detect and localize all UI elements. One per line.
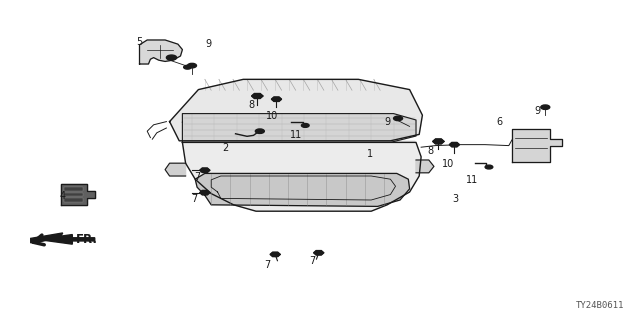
Text: FR.: FR. <box>76 233 97 246</box>
Text: 9: 9 <box>384 117 390 127</box>
Polygon shape <box>512 129 562 162</box>
Polygon shape <box>195 173 410 206</box>
Bar <box>64 198 83 202</box>
Polygon shape <box>37 235 95 244</box>
Circle shape <box>485 165 493 169</box>
Polygon shape <box>200 190 210 195</box>
Text: 11: 11 <box>466 175 479 185</box>
Polygon shape <box>140 40 182 64</box>
Polygon shape <box>170 79 422 141</box>
Bar <box>64 187 83 191</box>
Polygon shape <box>270 252 280 257</box>
Polygon shape <box>200 168 210 172</box>
Polygon shape <box>433 139 444 144</box>
Polygon shape <box>182 142 421 211</box>
Text: 8: 8 <box>248 100 255 110</box>
Text: 7: 7 <box>309 256 316 266</box>
Text: 7: 7 <box>194 172 200 182</box>
Text: 1: 1 <box>367 148 373 159</box>
Polygon shape <box>314 251 324 255</box>
Circle shape <box>166 55 177 60</box>
Text: 9: 9 <box>534 106 541 116</box>
Text: 10: 10 <box>442 159 454 169</box>
Circle shape <box>184 65 191 69</box>
Polygon shape <box>165 163 186 176</box>
Text: 4: 4 <box>60 191 66 201</box>
Text: 6: 6 <box>496 117 502 127</box>
Text: 3: 3 <box>452 194 459 204</box>
Text: 7: 7 <box>191 194 197 204</box>
Polygon shape <box>271 97 282 101</box>
Text: 11: 11 <box>289 130 302 140</box>
Circle shape <box>394 116 403 121</box>
Text: 2: 2 <box>222 143 228 153</box>
Text: 8: 8 <box>427 146 433 156</box>
Polygon shape <box>31 233 63 243</box>
Text: 5: 5 <box>136 37 143 47</box>
Bar <box>64 193 83 196</box>
Polygon shape <box>449 142 460 147</box>
Circle shape <box>541 105 550 109</box>
Text: 7: 7 <box>264 260 271 270</box>
Polygon shape <box>416 160 434 173</box>
Polygon shape <box>252 93 263 99</box>
Polygon shape <box>182 114 416 142</box>
Text: TY24B0611: TY24B0611 <box>575 301 624 310</box>
Circle shape <box>301 124 309 127</box>
Circle shape <box>255 129 264 133</box>
Text: 10: 10 <box>266 111 278 121</box>
Polygon shape <box>61 184 95 205</box>
Circle shape <box>188 63 196 68</box>
Text: 9: 9 <box>205 39 211 49</box>
